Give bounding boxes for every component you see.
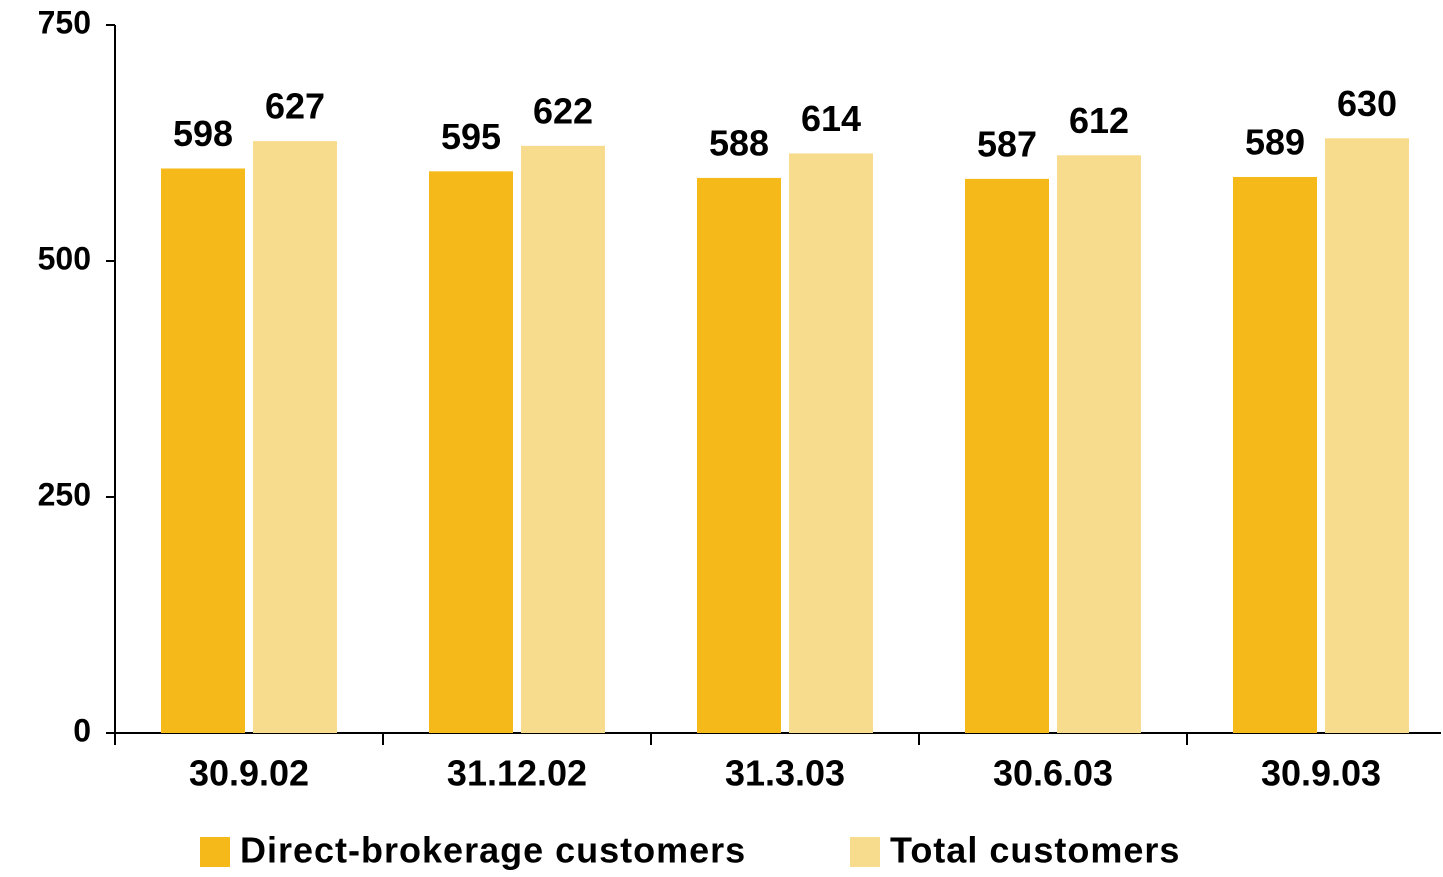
value-label: 627 xyxy=(265,86,325,127)
value-label: 589 xyxy=(1245,121,1305,162)
bar xyxy=(1057,155,1141,734)
x-tick-label: 31.3.03 xyxy=(725,753,845,794)
value-label: 612 xyxy=(1069,100,1129,141)
legend-label: Direct-brokerage customers xyxy=(240,830,746,871)
bar xyxy=(697,177,781,734)
value-label: 614 xyxy=(801,98,861,139)
bar xyxy=(789,153,873,733)
value-label: 630 xyxy=(1337,83,1397,124)
legend-label: Total customers xyxy=(890,830,1180,871)
value-label: 598 xyxy=(173,113,233,154)
y-tick-label: 0 xyxy=(73,712,91,748)
value-label: 622 xyxy=(533,90,593,131)
value-label: 595 xyxy=(441,116,501,157)
bar xyxy=(1325,138,1409,733)
x-tick-label: 31.12.02 xyxy=(447,753,587,794)
bar xyxy=(161,168,245,733)
bar xyxy=(965,178,1049,733)
x-tick-label: 30.9.02 xyxy=(189,753,309,794)
value-label: 587 xyxy=(977,123,1037,164)
y-tick-label: 250 xyxy=(38,476,91,512)
bar xyxy=(253,141,337,733)
y-tick-label: 750 xyxy=(38,4,91,40)
bar xyxy=(1233,176,1317,733)
value-label: 588 xyxy=(709,122,769,163)
legend-swatch xyxy=(850,837,880,867)
legend-swatch xyxy=(200,837,230,867)
bar xyxy=(429,171,513,733)
x-tick-label: 30.9.03 xyxy=(1261,753,1381,794)
bar xyxy=(521,145,605,733)
y-tick-label: 500 xyxy=(38,240,91,276)
x-tick-label: 30.6.03 xyxy=(993,753,1113,794)
